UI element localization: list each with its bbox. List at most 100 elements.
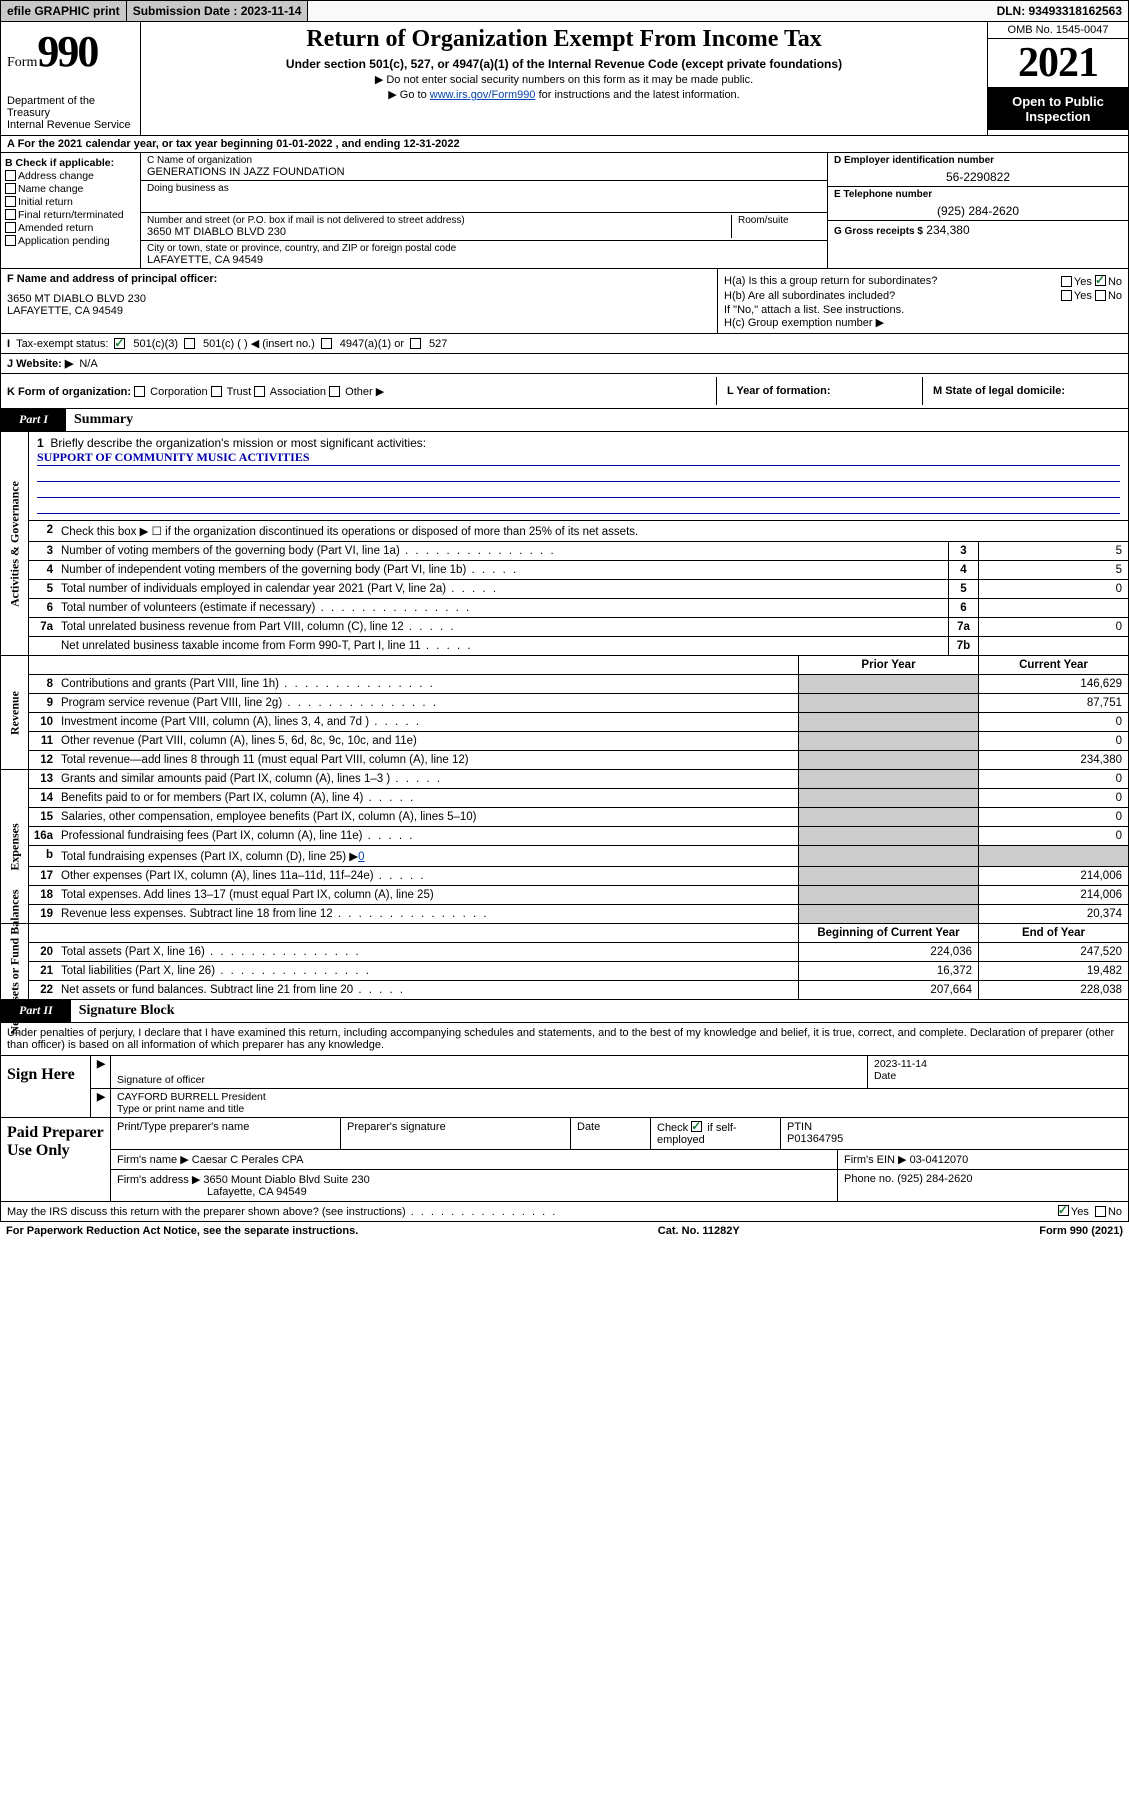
j-label: J Website: ▶ [7,357,73,370]
r11-num: 11 [29,732,57,750]
row-a-tax-year: A For the 2021 calendar year, or tax yea… [0,136,1129,153]
g2-desc: Check this box ▶ ☐ if the organization d… [57,521,1128,541]
g4-desc: Number of independent voting members of … [57,561,948,579]
n21-beg: 16,372 [798,962,978,980]
section-governance: Activities & Governance 1 Briefly descri… [0,432,1129,656]
taxexempt-label: Tax-exempt status: [16,338,108,350]
officer-sig-label: Signature of officer [111,1056,868,1088]
th-end: End of Year [978,924,1128,942]
phone-label: E Telephone number [834,189,1122,200]
r9-val: 87,751 [978,694,1128,712]
n22-desc: Net assets or fund balances. Subtract li… [57,981,798,999]
cb-trust[interactable] [211,386,222,397]
cb-501c[interactable] [184,338,195,349]
spacer [308,8,990,14]
form-note-link: ▶ Go to www.irs.gov/Form990 for instruct… [149,88,979,101]
cb-initial-return[interactable]: Initial return [5,196,136,208]
n22-beg: 207,664 [798,981,978,999]
form-number: 990 [37,27,97,76]
opt-assoc: Association [270,386,326,398]
room-label: Room/suite [738,215,821,226]
firm-ein-label: Firm's EIN ▶ [844,1154,907,1166]
header-left: Form990 Department of the Treasury Inter… [1,22,141,135]
paperwork-notice: For Paperwork Reduction Act Notice, see … [6,1225,358,1237]
cb-application-pending[interactable]: Application pending [5,235,136,247]
r11-val: 0 [978,732,1128,750]
box-h: H(a) Is this a group return for subordin… [718,269,1128,333]
discuss-yn: Yes No [1058,1205,1122,1218]
gross-value: 234,380 [926,223,969,237]
e14-val: 0 [978,789,1128,807]
r11-desc: Other revenue (Part VIII, column (A), li… [57,732,798,750]
efile-print-button[interactable]: efile GRAPHIC print [1,1,127,21]
cb-amended-return[interactable]: Amended return [5,222,136,234]
cb-assoc[interactable] [254,386,265,397]
cb-final-return[interactable]: Final return/terminated [5,209,136,221]
opt-501c3: 501(c)(3) [133,338,178,350]
r9-num: 9 [29,694,57,712]
part2-title: Signature Block [71,1000,183,1022]
e15-val: 0 [978,808,1128,826]
sig-date-value: 2023-11-14 [874,1058,1122,1070]
g6-val [978,599,1128,617]
note2-post: for instructions and the latest informat… [536,89,740,101]
irs-label: Internal Revenue Service [7,119,134,131]
e16b-link[interactable]: 0 [358,851,364,863]
dba-label: Doing business as [147,183,821,194]
opt-corp: Corporation [150,386,207,398]
g7b-num: 7b [948,637,978,655]
e13-desc: Grants and similar amounts paid (Part IX… [57,770,798,788]
e16a-desc: Professional fundraising fees (Part IX, … [57,827,798,845]
g7a-num: 7a [29,618,57,636]
box-de: D Employer identification number 56-2290… [828,153,1128,268]
g6-desc: Total number of volunteers (estimate if … [57,599,948,617]
cb-self-employed[interactable] [691,1121,702,1132]
e17-desc: Other expenses (Part IX, column (A), lin… [57,867,798,885]
section-expenses: Expenses 13Grants and similar amounts pa… [0,770,1129,924]
org-name-label: C Name of organization [147,155,821,166]
cb-4947[interactable] [321,338,332,349]
e15-desc: Salaries, other compensation, employee b… [57,808,798,826]
prep-h1: Print/Type preparer's name [111,1118,341,1149]
arrow-icon: ▶ [97,1091,105,1103]
n20-end: 247,520 [978,943,1128,961]
g5-num: 5 [29,580,57,598]
cb-527[interactable] [410,338,421,349]
part1-tag: Part I [1,409,66,431]
n20-desc: Total assets (Part X, line 16) [57,943,798,961]
f-line2: LAFAYETTE, CA 94549 [7,305,711,317]
ha-label: H(a) Is this a group return for subordin… [724,275,937,288]
sig-date-label: Date [874,1070,1122,1082]
cb-address-change[interactable]: Address change [5,170,136,182]
section-netassets: Net Assets or Fund Balances Beginning of… [0,924,1129,1000]
n20-beg: 224,036 [798,943,978,961]
cb-name-change[interactable]: Name change [5,183,136,195]
cb-other[interactable] [329,386,340,397]
section-bcd: B Check if applicable: Address change Na… [0,153,1129,269]
box-b-title: B Check if applicable: [5,157,136,169]
opt-527: 527 [429,338,447,350]
city-label: City or town, state or province, country… [147,243,821,254]
e19-num: 19 [29,905,57,923]
discuss-row: May the IRS discuss this return with the… [0,1202,1129,1222]
g1-num: 1 [37,436,44,450]
r10-desc: Investment income (Part VIII, column (A)… [57,713,798,731]
firm-name: Caesar C Perales CPA [192,1154,304,1166]
irs-link[interactable]: www.irs.gov/Form990 [430,89,536,101]
e19-val: 20,374 [978,905,1128,923]
row-klm: K Form of organization: Corporation Trus… [0,374,1129,409]
firm-addr1: 3650 Mount Diablo Blvd Suite 230 [203,1174,369,1186]
header-right: OMB No. 1545-0047 2021 Open to Public In… [988,22,1128,135]
cb-corp[interactable] [134,386,145,397]
form-version: Form 990 (2021) [1039,1225,1123,1237]
submission-date-button[interactable]: Submission Date : 2023-11-14 [127,1,309,21]
g7b-val [978,637,1128,655]
k-label: K Form of organization: [7,386,131,398]
e13-val: 0 [978,770,1128,788]
section-fh: F Name and address of principal officer:… [0,269,1129,334]
paid-preparer-block: Paid Preparer Use Only Print/Type prepar… [0,1118,1129,1202]
firm-ein: 03-0412070 [910,1154,969,1166]
n21-num: 21 [29,962,57,980]
cb-501c3[interactable] [114,338,125,349]
g7a-val: 0 [978,618,1128,636]
